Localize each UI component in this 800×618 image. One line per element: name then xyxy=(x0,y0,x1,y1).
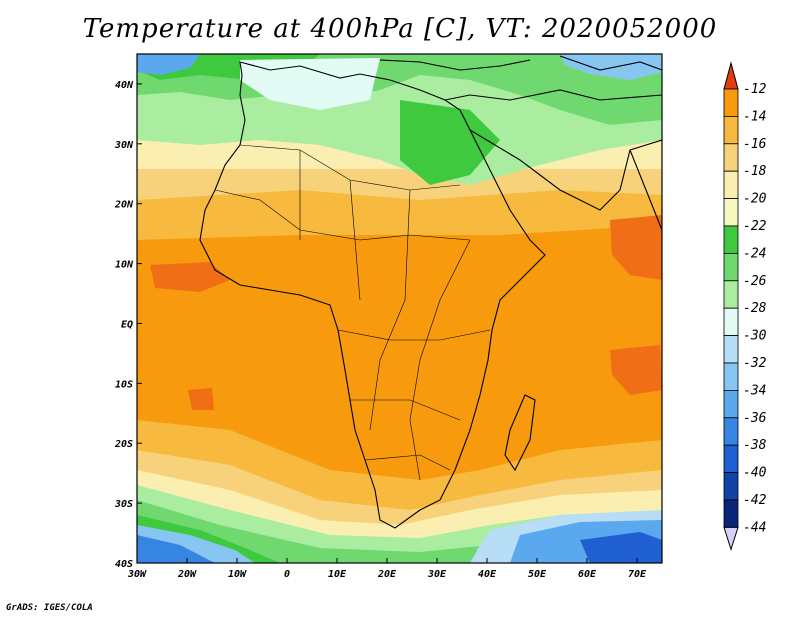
y-tick-label: 40S xyxy=(115,559,133,570)
colorbar-label: -20 xyxy=(743,192,767,207)
map-title: Temperature at 400hPa [C], VT: 202005200… xyxy=(82,14,718,44)
colorbar-label: -16 xyxy=(743,137,767,152)
y-tick-label: 30S xyxy=(114,499,133,510)
colorbar-label: -12 xyxy=(743,82,767,97)
colorbar-swatch xyxy=(723,198,739,227)
y-tick-label: 10S xyxy=(115,379,133,390)
colorbar-label: -26 xyxy=(743,274,767,289)
x-tick-label: 40E xyxy=(478,569,497,580)
colorbar-swatch xyxy=(723,417,739,446)
colorbar-swatch xyxy=(723,88,739,117)
colorbar-label: -38 xyxy=(743,438,767,453)
colorbar-label: -34 xyxy=(743,383,766,398)
colorbar-swatch xyxy=(723,116,739,145)
y-tick-label: EQ xyxy=(121,319,133,330)
colorbar-swatch xyxy=(723,472,739,501)
colorbar-label: -40 xyxy=(743,466,767,481)
y-tick-label: 40N xyxy=(115,80,134,91)
colorbar-swatch xyxy=(723,170,739,199)
y-tick-label: 20N xyxy=(114,200,134,211)
colorbar-swatch xyxy=(723,225,739,254)
colorbar-swatch xyxy=(723,280,739,309)
colorbar-swatch xyxy=(723,143,739,172)
colorbar-swatch xyxy=(723,335,739,364)
x-tick-label: 50E xyxy=(528,569,547,580)
colorbar-label: -36 xyxy=(743,411,767,426)
colorbar-swatch xyxy=(723,362,739,391)
colorbar-label: -42 xyxy=(743,493,767,508)
colorbar-swatch xyxy=(723,499,739,528)
x-tick-label: 30W xyxy=(127,569,147,580)
x-tick-label: 20E xyxy=(377,569,397,580)
colorbar-label: -14 xyxy=(743,109,766,124)
colorbar-label: -44 xyxy=(743,520,766,535)
x-tick-label: 70E xyxy=(628,569,647,580)
colorbar-top-arrow xyxy=(723,61,739,90)
temperature-field xyxy=(137,54,662,563)
colorbar: -12 -14 -16 -18 -20 -22 -24 -26 -28 -30 -32 -34 -36 -… xyxy=(723,61,767,552)
x-tick-label: 10E xyxy=(328,569,347,580)
y-tick-label: 20S xyxy=(114,439,133,450)
y-tick-label: 30N xyxy=(114,140,134,151)
y-axis-ticks: 40N 30N 20N 10N EQ 10S 20S 30S 40S xyxy=(114,80,142,570)
colorbar-label: -30 xyxy=(743,329,767,344)
x-tick-label: 0 xyxy=(284,569,290,580)
colorbar-label: -18 xyxy=(743,164,767,179)
y-tick-label: 10N xyxy=(115,260,134,271)
colorbar-swatch xyxy=(723,307,739,337)
colorbar-bottom-arrow xyxy=(723,526,739,552)
colorbar-label: -22 xyxy=(743,219,767,234)
x-tick-label: 60E xyxy=(578,569,597,580)
plot-frame xyxy=(136,53,663,564)
coastlines xyxy=(199,55,662,529)
x-tick-label: 20W xyxy=(177,569,197,580)
colorbar-label: -28 xyxy=(743,301,767,316)
colorbar-swatch xyxy=(723,252,739,282)
colorbar-label: -32 xyxy=(743,356,767,371)
credit-text: GrADS: IGES/COLA xyxy=(6,603,93,613)
colorbar-label: -24 xyxy=(743,246,766,261)
colorbar-swatch xyxy=(723,389,739,419)
country-borders xyxy=(214,144,491,481)
x-axis-ticks: 30W 20W 10W 0 10E 20E 30E 40E 50E 60E 70E xyxy=(127,558,647,580)
colorbar-swatch xyxy=(723,444,739,474)
x-tick-label: 10W xyxy=(228,569,247,580)
x-tick-label: 30E xyxy=(427,569,447,580)
